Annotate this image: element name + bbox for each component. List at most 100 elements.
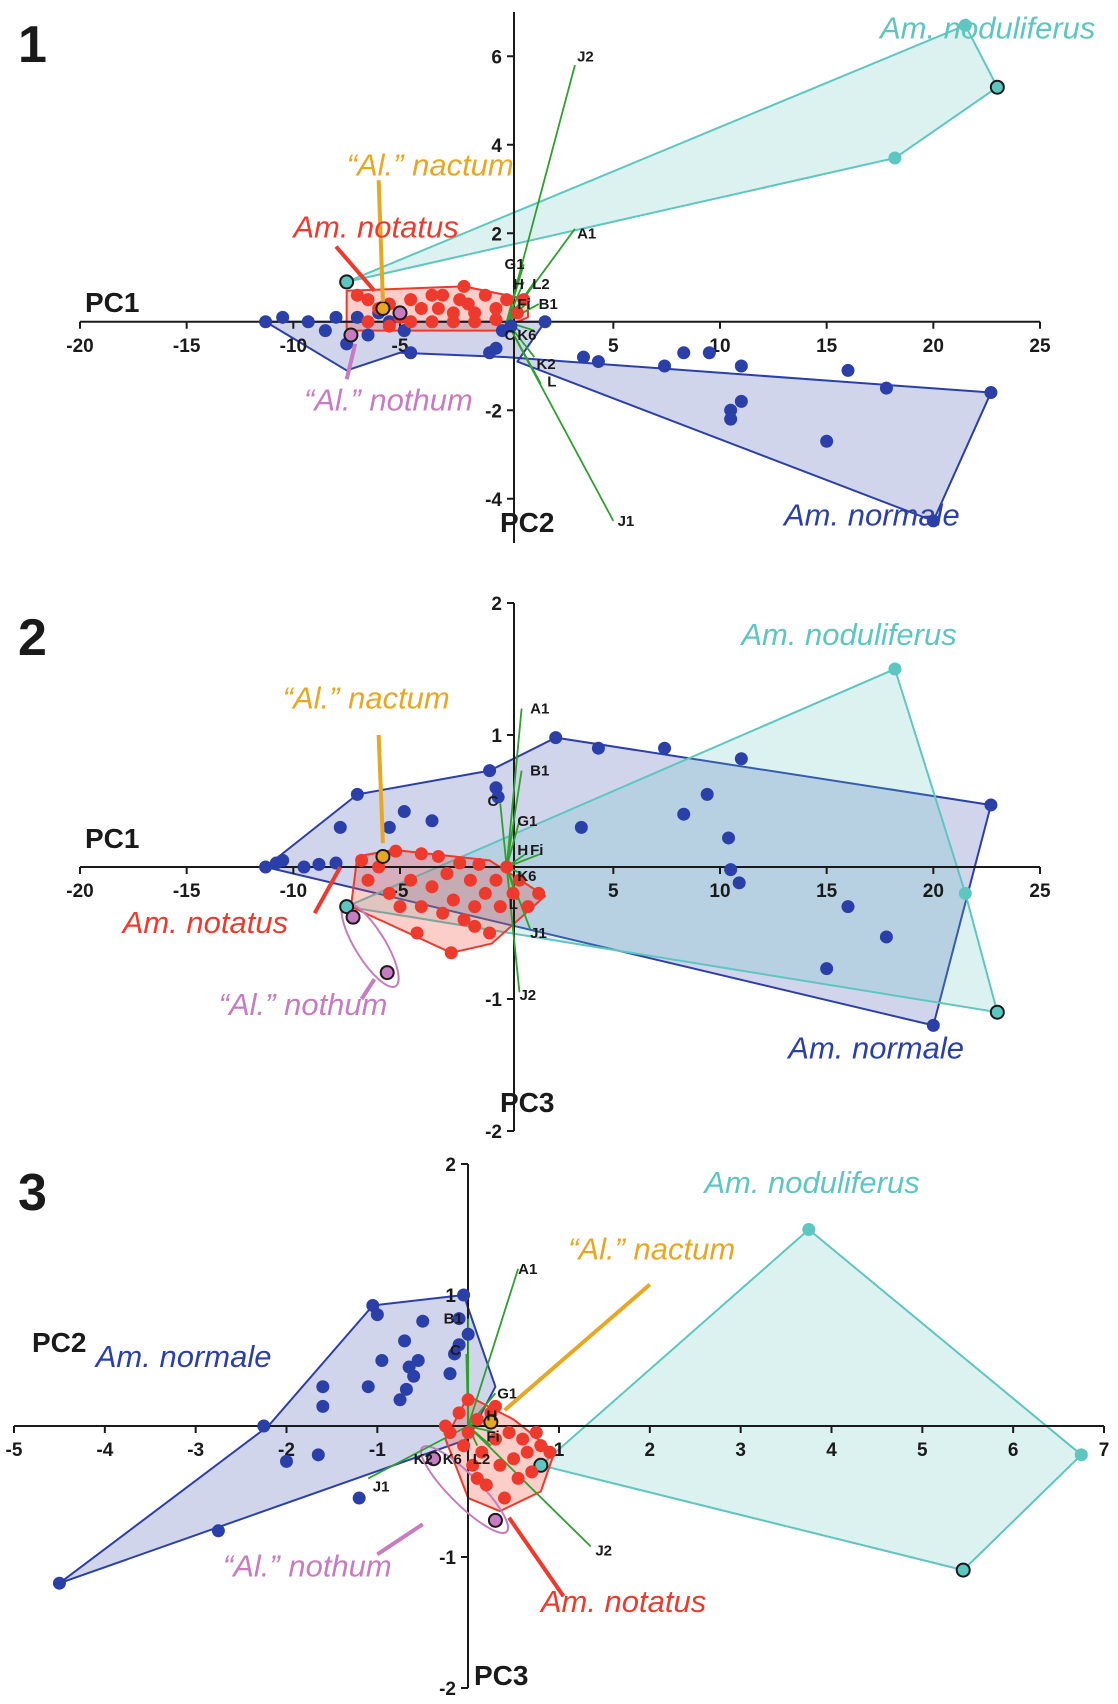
point-notatus: [502, 1426, 516, 1440]
y-tick-label: -1: [485, 990, 502, 1011]
vector-label: H: [513, 276, 524, 293]
point-nothum: [487, 1512, 503, 1528]
x-tick-label: 10: [709, 881, 730, 902]
vector-label: Fi: [530, 842, 543, 859]
point-normale: [350, 787, 364, 801]
vector-label: L: [509, 896, 518, 913]
point-normale: [301, 315, 315, 329]
vector-label: K2: [414, 1451, 433, 1468]
x-tick-label: -3: [187, 1440, 204, 1461]
point-notatus: [452, 1406, 466, 1420]
point-nothum: [426, 1451, 442, 1467]
loading-vector: [505, 281, 525, 323]
panel-2: 2 -20 -15 -10 -5 5 10 15 20 25 -2 -1 1 2 PC1 PC3 A1 B1 C G1…: [18, 594, 1051, 1143]
x-tick-label: -20: [66, 336, 93, 357]
point-nactum: [483, 1414, 499, 1430]
point-nothum: [392, 305, 408, 321]
point-notatus: [410, 926, 424, 940]
point-normale: [549, 731, 563, 745]
vector-label: G1: [497, 1385, 517, 1402]
point-normale: [489, 341, 503, 355]
loading-vector: [505, 866, 521, 993]
point-normale: [658, 359, 672, 373]
point-normale: [312, 857, 326, 871]
point-notatus: [511, 1471, 525, 1485]
point-normale: [841, 900, 855, 914]
point-notatus: [436, 906, 450, 920]
x-tick-label: 25: [1029, 336, 1051, 357]
point-normale: [329, 856, 343, 870]
point-notatus: [493, 900, 507, 914]
point-notatus: [463, 873, 477, 887]
point-normale: [452, 1312, 466, 1326]
point-normale: [722, 831, 736, 845]
point-notatus: [512, 873, 526, 887]
point-normale: [700, 787, 714, 801]
point-notatus: [425, 880, 439, 894]
point-normale: [984, 386, 998, 400]
panel-number: 1: [18, 16, 47, 74]
y-tick-label: -2: [485, 1122, 502, 1143]
leader-nothum: [376, 1522, 424, 1557]
panel-number: 2: [18, 609, 47, 667]
loading-vector: [505, 64, 576, 322]
point-noduliferus: [888, 662, 902, 676]
point-notatus: [543, 1445, 557, 1459]
point-notatus: [472, 857, 486, 871]
point-nactum: [375, 848, 391, 864]
x-tick-label: -5: [392, 881, 409, 902]
leader-nactum: [376, 734, 385, 844]
point-notatus: [443, 1426, 457, 1440]
point-notatus: [382, 319, 396, 333]
vector-label: C: [450, 1342, 461, 1359]
point-normale: [333, 820, 347, 834]
point-notatus: [414, 301, 428, 315]
group-label-noduliferus: Am. noduliferus: [702, 1165, 919, 1200]
point-normale: [483, 764, 497, 778]
point-notatus: [425, 288, 439, 302]
point-normale: [311, 1448, 325, 1462]
group-label-nactum: “Al.” nactum: [568, 1232, 735, 1267]
point-nothum: [345, 909, 361, 925]
point-notatus: [468, 315, 482, 329]
point-noduliferus: [958, 18, 972, 32]
group-label-notatus: Am. notatus: [121, 905, 288, 940]
point-normale: [724, 412, 738, 426]
point-notatus: [457, 913, 471, 927]
x-tick-label: -5: [6, 1440, 23, 1461]
point-normale: [734, 752, 748, 766]
point-normale: [276, 310, 290, 324]
point-normale: [404, 346, 418, 360]
group-label-nothum: “Al.” nothum: [304, 382, 473, 417]
point-normale: [350, 310, 364, 324]
group-label-nothum: “Al.” nothum: [219, 987, 388, 1022]
point-notatus: [478, 886, 492, 900]
leader-nothum: [344, 343, 358, 380]
point-notatus: [475, 1445, 489, 1459]
y-tick-label: 4: [491, 136, 502, 157]
y-tick-label: 1: [445, 1286, 456, 1307]
leader-nothum: [359, 978, 377, 1001]
point-notatus: [461, 1393, 475, 1407]
y-tick-label: 1: [491, 726, 502, 747]
vector-label: J2: [595, 1542, 612, 1559]
vector-label: L2: [532, 276, 550, 293]
point-notatus: [532, 886, 546, 900]
point-notatus: [431, 849, 445, 863]
x-tick-label: 4: [826, 1440, 837, 1461]
group-label-notatus: Am. notatus: [291, 210, 458, 245]
y-tick-label: 6: [491, 47, 502, 68]
point-normale: [491, 790, 505, 804]
vector-label: B1: [444, 1311, 463, 1328]
point-notatus: [404, 293, 418, 307]
point-notatus: [483, 926, 497, 940]
vector-label: J1: [530, 925, 547, 942]
group-label-noduliferus: Am. noduliferus: [739, 617, 956, 652]
point-noduliferus: [533, 1457, 549, 1473]
point-normale: [724, 863, 738, 877]
vector-label: Fi: [517, 296, 530, 313]
vector-label: H: [486, 1408, 497, 1425]
point-normale: [52, 1576, 66, 1590]
point-notatus: [453, 856, 467, 870]
point-noduliferus: [339, 274, 355, 290]
